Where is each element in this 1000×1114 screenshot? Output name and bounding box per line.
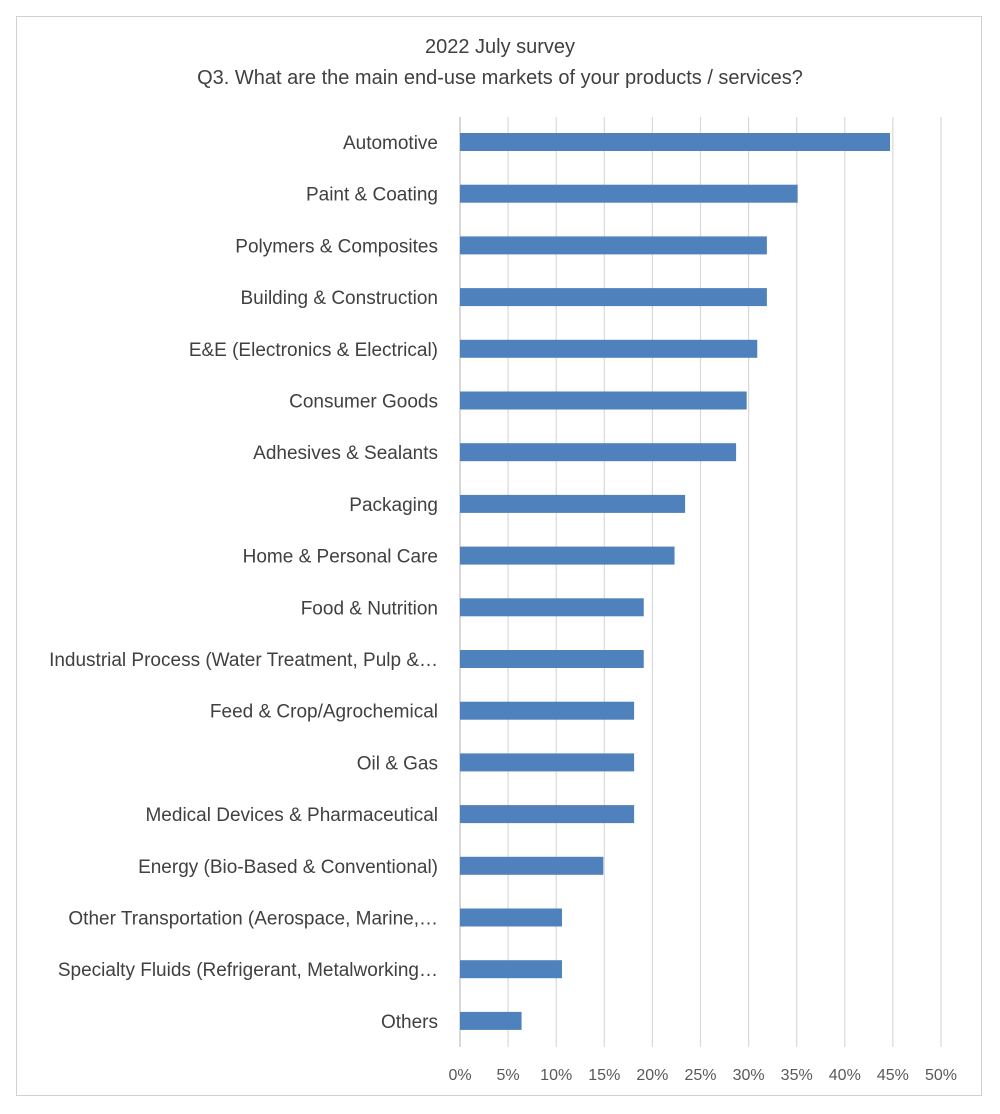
category-label: Other Transportation (Aerospace, Marine,… (68, 909, 438, 930)
category-label: Packaging (349, 495, 438, 516)
category-label: Automotive (343, 133, 438, 154)
x-tick-label: 40% (829, 1067, 861, 1084)
bar (460, 443, 737, 462)
x-tick-label: 50% (925, 1067, 957, 1084)
chart-subtitle: Q3. What are the main end-use markets of… (197, 67, 803, 89)
category-label: Consumer Goods (289, 392, 438, 413)
bar (460, 908, 562, 927)
bar (460, 133, 891, 151)
bar (460, 1011, 522, 1030)
bar (460, 856, 604, 875)
category-label: Home & Personal Care (243, 547, 438, 568)
bar (460, 805, 635, 824)
x-tick-label: 0% (448, 1067, 471, 1084)
chart-title: 2022 July survey (425, 36, 575, 58)
x-tick-label: 10% (540, 1067, 572, 1084)
category-label: Feed & Crop/Agrochemical (210, 702, 438, 723)
category-label: Medical Devices & Pharmaceutical (145, 805, 438, 826)
x-tick-label: 35% (781, 1067, 813, 1084)
x-tick-label: 30% (733, 1067, 765, 1084)
bar (460, 598, 644, 617)
category-label: Specialty Fluids (Refrigerant, Metalwork… (58, 960, 438, 981)
bar (460, 546, 675, 565)
category-label: Polymers & Composites (235, 236, 438, 257)
bar (460, 339, 758, 358)
bar (460, 184, 798, 203)
category-label: E&E (Electronics & Electrical) (189, 340, 438, 361)
x-tick-label: 45% (877, 1067, 909, 1084)
x-tick-label: 5% (497, 1067, 520, 1084)
bar (460, 753, 635, 772)
category-label: Industrial Process (Water Treatment, Pul… (49, 650, 438, 671)
bar (460, 288, 767, 307)
category-labels: Automotive Paint & Coating Polymers & Comp… (49, 133, 438, 1033)
category-label: Others (381, 1012, 438, 1033)
category-label: Building & Construction (241, 288, 439, 309)
category-label: Food & Nutrition (301, 598, 438, 619)
x-tick-label: 25% (684, 1067, 716, 1084)
category-label: Adhesives & Sealants (253, 443, 438, 464)
bar (460, 391, 747, 410)
bar (460, 650, 644, 668)
x-axis-ticks: 0% 5% 10% 15% 20% 25% 30% 35% 40% 45% 50% (448, 1067, 957, 1084)
bar (460, 236, 767, 255)
category-label: Energy (Bio-Based & Conventional) (138, 857, 438, 878)
x-tick-label: 20% (636, 1067, 668, 1084)
bar (460, 960, 562, 979)
bar (460, 701, 635, 720)
bar (460, 494, 686, 513)
x-tick-label: 15% (588, 1067, 620, 1084)
category-label: Paint & Coating (306, 185, 438, 206)
bars (460, 133, 891, 1030)
category-label: Oil & Gas (357, 753, 438, 774)
grid-lines (459, 117, 942, 1047)
